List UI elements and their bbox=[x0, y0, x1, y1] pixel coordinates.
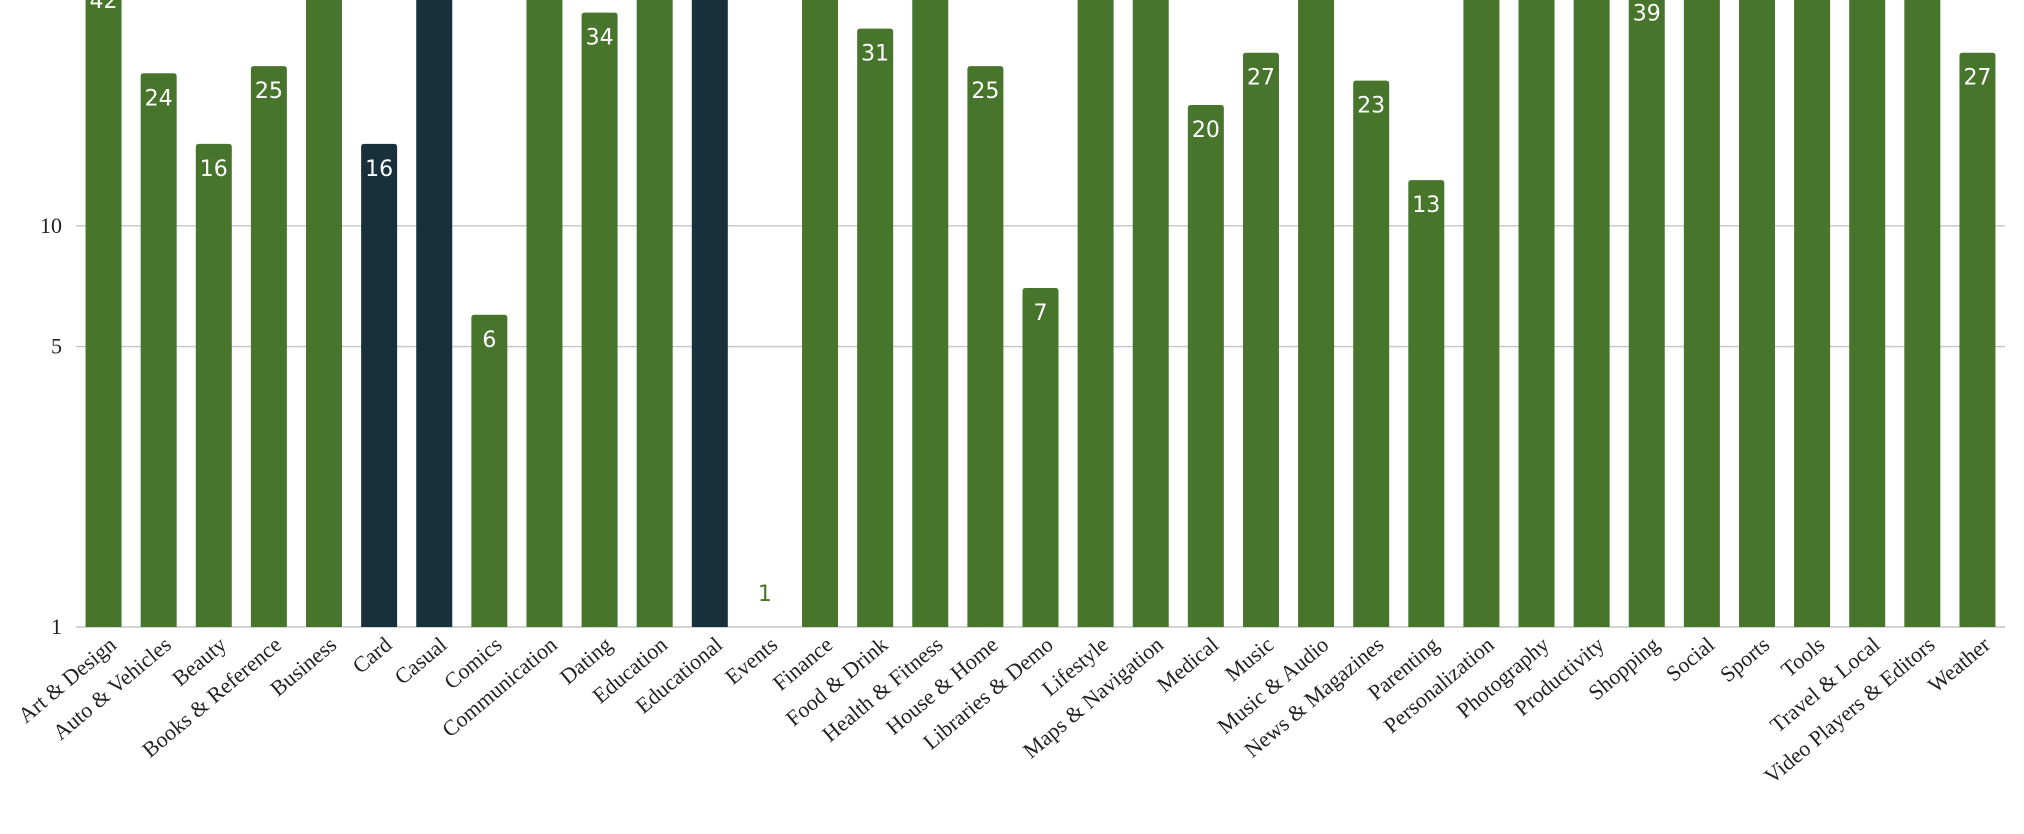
bar bbox=[195, 143, 232, 628]
data-label: 1 bbox=[758, 582, 772, 607]
bar bbox=[471, 314, 508, 627]
bar bbox=[636, 0, 673, 627]
data-label: 13 bbox=[1412, 193, 1440, 218]
bar bbox=[1904, 0, 1941, 627]
y-tick-label: 1 bbox=[51, 614, 62, 639]
bar bbox=[85, 0, 122, 627]
bar bbox=[581, 12, 618, 627]
bar bbox=[857, 28, 894, 627]
bar bbox=[1573, 0, 1610, 627]
bar bbox=[1242, 52, 1279, 627]
data-labels: 4224162511616311610234147541743114725714… bbox=[90, 0, 1992, 607]
x-tick-label: Casual bbox=[390, 632, 452, 690]
x-tick-label: Card bbox=[348, 632, 397, 679]
bar bbox=[912, 0, 949, 627]
data-label: 27 bbox=[1963, 66, 1991, 91]
bar bbox=[1463, 0, 1500, 627]
bar bbox=[802, 0, 839, 627]
bar bbox=[1077, 0, 1114, 627]
bar bbox=[1738, 0, 1775, 627]
data-label: 27 bbox=[1247, 66, 1275, 91]
data-label: 16 bbox=[365, 157, 393, 182]
bar bbox=[1298, 0, 1335, 627]
bar bbox=[967, 66, 1004, 627]
x-tick-label: Weather bbox=[1923, 631, 1995, 697]
data-label: 7 bbox=[1034, 301, 1048, 326]
bar bbox=[1959, 52, 1996, 627]
bar bbox=[306, 0, 343, 627]
data-label: 34 bbox=[586, 26, 614, 51]
y-axis-ticks: 151050100500 bbox=[40, 213, 62, 639]
x-tick-label: Sports bbox=[1715, 632, 1774, 687]
bar bbox=[250, 66, 287, 627]
data-label: 25 bbox=[255, 79, 283, 104]
data-label: 6 bbox=[482, 328, 496, 353]
x-tick-label: Medical bbox=[1152, 632, 1223, 697]
y-tick-label: 10 bbox=[40, 213, 62, 238]
data-label: 16 bbox=[200, 157, 228, 182]
bar bbox=[1353, 80, 1390, 627]
bar bbox=[1683, 0, 1720, 627]
bar bbox=[691, 0, 728, 627]
bar bbox=[140, 73, 177, 627]
data-label: 42 bbox=[90, 0, 118, 14]
bar bbox=[1849, 0, 1886, 627]
data-label: 25 bbox=[971, 79, 999, 104]
bar bbox=[1794, 0, 1831, 627]
y-tick-label: 5 bbox=[51, 334, 62, 359]
data-label: 39 bbox=[1633, 2, 1661, 27]
bar bbox=[1628, 0, 1665, 627]
bar bbox=[526, 0, 563, 627]
bars bbox=[85, 0, 1996, 628]
bar bbox=[1518, 0, 1555, 627]
bar bbox=[1408, 180, 1445, 627]
data-label: 31 bbox=[861, 42, 889, 67]
bar bbox=[1132, 0, 1169, 627]
data-label: 20 bbox=[1192, 118, 1220, 143]
bar bbox=[416, 0, 453, 627]
bar bbox=[361, 143, 398, 628]
data-label: 24 bbox=[145, 86, 173, 111]
data-label: 23 bbox=[1357, 94, 1385, 119]
x-tick-label: Social bbox=[1661, 632, 1719, 687]
bar bbox=[1022, 287, 1059, 627]
bar bbox=[1187, 105, 1224, 628]
